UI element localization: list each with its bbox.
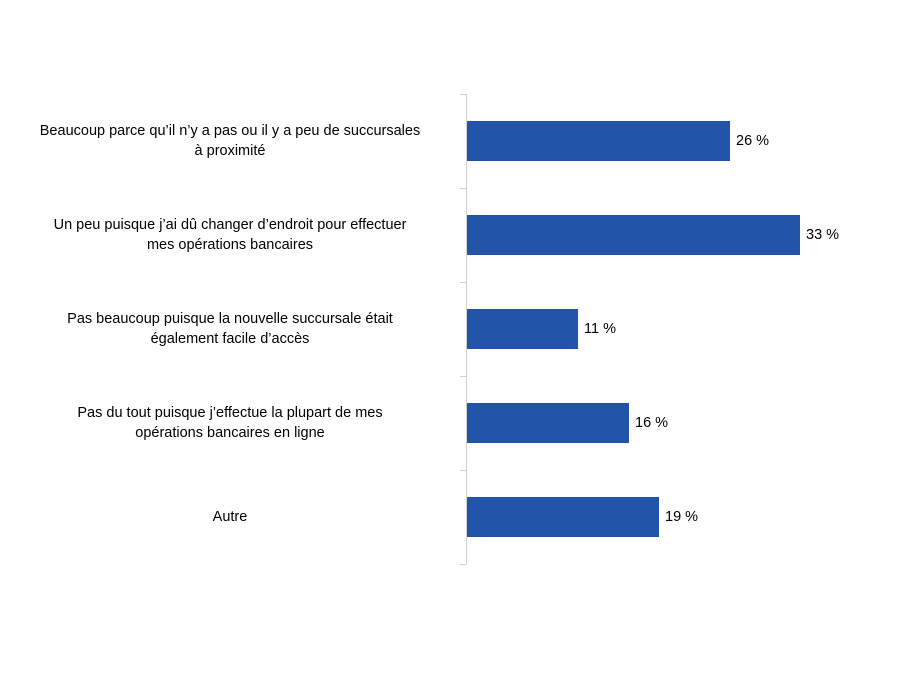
bar [467,121,730,161]
bar [467,403,629,443]
category-label-line: opérations bancaires en ligne [135,425,325,441]
value-label: 26 % [736,133,770,149]
bar [467,309,578,349]
category-label-line: Un peu puisque j’ai dû changer d’endroit… [53,217,407,233]
value-label: 19 % [665,509,699,525]
axis-tick [460,188,466,189]
axis-tick [460,470,466,471]
axis-tick [460,564,466,565]
category-label-line: Autre [212,509,248,525]
axis-tick [460,376,466,377]
value-label: 16 % [635,415,669,431]
bar [467,497,659,537]
category-label-line: mes opérations bancaires [146,237,314,253]
category-label: Autre [10,497,450,537]
category-label: Beaucoup parce qu’il n’y a pas ou il y a… [10,121,450,161]
category-label: Pas beaucoup puisque la nouvelle succurs… [10,309,450,349]
category-label-line: Beaucoup parce qu’il n’y a pas ou il y a… [39,123,421,139]
axis-tick [460,282,466,283]
category-axis-line [466,94,467,564]
category-label-line: à proximité [194,143,266,159]
value-label: 33 % [806,227,840,243]
axis-tick [460,94,466,95]
category-label: Un peu puisque j’ai dû changer d’endroit… [10,215,450,255]
category-label-line: Pas du tout puisque j’effectue la plupar… [77,405,383,421]
category-label: Pas du tout puisque j’effectue la plupar… [10,403,450,443]
category-label-line: également facile d’accès [150,331,310,347]
value-label: 11 % [584,321,616,337]
bar [467,215,800,255]
category-label-line: Pas beaucoup puisque la nouvelle succurs… [67,311,393,327]
